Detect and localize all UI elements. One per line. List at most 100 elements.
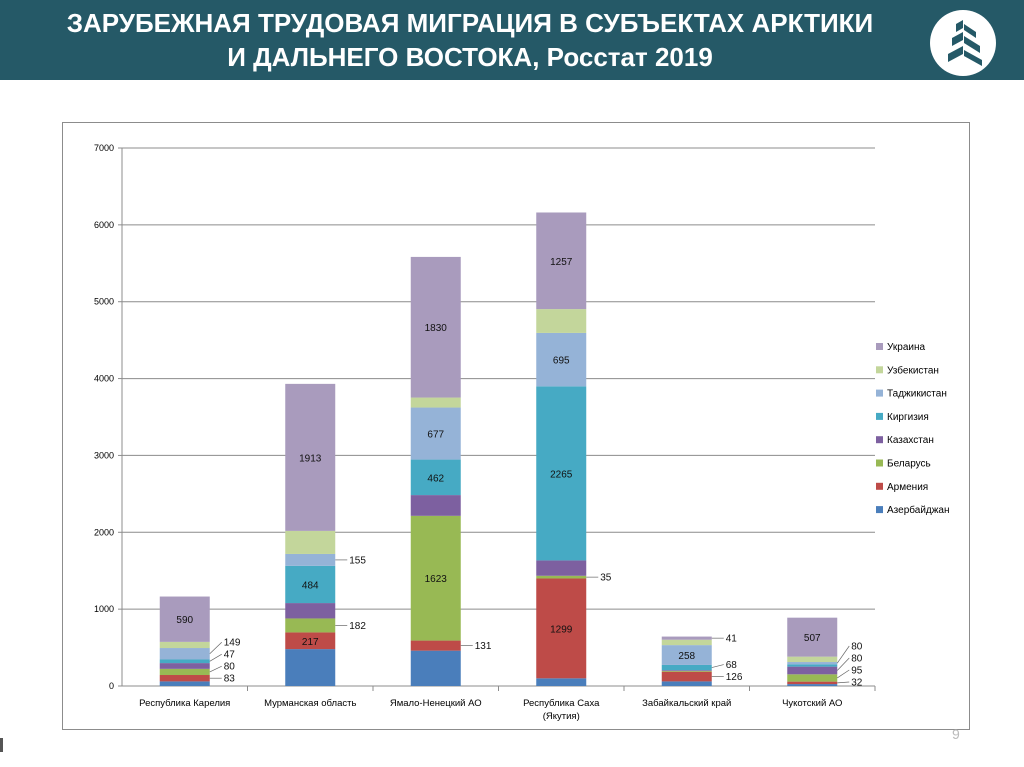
bar-segment [661,671,712,682]
bar-segment [159,675,210,682]
legend-swatch [876,506,883,514]
data-label: 47 [224,650,236,661]
bar-segment [410,640,461,651]
x-tick-label: Чукотский АО [782,698,842,709]
data-label: 1913 [299,453,322,464]
x-tick-label: Забайкальский край [642,698,731,709]
bar-segment [159,648,210,660]
bar-segment [159,663,210,669]
data-label: 32 [851,678,863,689]
chart-frame [62,122,970,730]
legend-label: Узбекистан [887,364,939,376]
bar-segment [661,636,712,640]
x-tick-label: Республика Карелия [139,698,230,709]
header-band: ЗАРУБЕЖНАЯ ТРУДОВАЯ МИГРАЦИЯ В СУБЪЕКТАХ… [0,0,1024,80]
bar-segment [410,650,461,686]
bar-segment [285,632,336,650]
x-tick-label: Мурманская область [264,698,356,709]
legend-swatch [876,389,883,397]
x-tick-label: Республика Саха [523,698,600,709]
data-label: 80 [851,642,863,653]
y-tick-label: 7000 [94,143,114,153]
data-label: 484 [302,580,319,591]
bar-segment [536,578,587,679]
data-label: 68 [726,660,738,671]
data-label: 1623 [425,574,448,585]
y-tick-label: 5000 [94,297,114,307]
data-label-leader [209,653,222,662]
bar-segment [787,674,838,682]
bar-segment [787,666,838,675]
legend-swatch [876,459,883,467]
legend-label: Беларусь [887,459,931,470]
bar-segment [536,386,587,561]
data-label: 507 [804,633,821,644]
page-number: 9 [952,726,960,742]
data-label-leader [209,641,222,655]
page-title: ЗАРУБЕЖНАЯ ТРУДОВАЯ МИГРАЦИЯ В СУБЪЕКТАХ… [0,6,940,74]
bar-segment [285,553,336,566]
data-label: 695 [553,356,570,367]
data-label: 590 [176,615,193,626]
bar-segment [410,459,461,496]
bar-segment [661,639,712,646]
bar-segment [661,670,712,671]
bar-segment [410,256,461,398]
legend-swatch [876,436,883,444]
data-label-leader [209,665,222,673]
data-label-leader [837,669,850,679]
y-tick-label: 1000 [94,604,114,614]
legend-label: Армения [887,482,928,493]
title-line-1: ЗАРУБЕЖНАЯ ТРУДОВАЯ МИГРАЦИЯ В СУБЪЕКТАХ… [66,8,874,38]
legend-swatch [876,343,883,350]
data-label: 41 [726,634,738,645]
bar-segment [661,670,712,672]
bar-segment [536,212,587,310]
y-tick-label: 6000 [94,220,114,230]
legend-label: Таджикистан [887,389,947,400]
bar-segment [159,681,210,686]
bar-segment [285,383,336,531]
bar-segment [159,659,210,664]
title-line-2: И ДАЛЬНЕГО ВОСТОКА, Росстат 2019 [227,42,713,72]
data-label: 131 [475,641,492,652]
y-tick-label: 0 [109,681,114,691]
bar-segment [410,515,461,641]
data-label: 149 [224,638,241,649]
bar-segment [285,649,336,686]
data-label: 95 [851,666,863,677]
data-label-leader [836,645,850,664]
bar-segment [285,530,336,554]
y-tick-label: 2000 [94,527,114,537]
bar-segment [410,495,461,516]
y-tick-label: 3000 [94,450,114,460]
legend-swatch [876,366,883,374]
bar-segment [159,668,210,676]
legend-swatch [876,412,883,420]
data-label: 126 [726,672,743,683]
y-tick-label: 4000 [94,374,114,384]
data-label: 83 [224,674,236,685]
bar-segment [159,596,210,642]
x-tick-label-line2: (Якутия) [543,711,580,722]
bar-segment [787,684,838,686]
data-label: 35 [600,573,612,584]
data-label-leader [711,664,724,668]
data-label: 217 [302,637,319,648]
bar-segment [536,309,587,333]
legend-swatch [876,482,883,490]
legend-label: Казахстан [887,435,934,446]
data-label-leader [836,657,850,671]
legend-label: Азербайджан [887,504,950,516]
data-label: 1299 [550,624,573,635]
data-label: 80 [224,662,236,673]
data-label: 182 [349,621,366,632]
edge-marker [0,738,3,752]
bar-segment [536,560,587,576]
bar-segment [787,617,838,657]
data-label: 1257 [550,257,573,268]
bar-segment [661,664,712,671]
bar-segment [410,407,461,460]
bar-segment [285,565,336,604]
